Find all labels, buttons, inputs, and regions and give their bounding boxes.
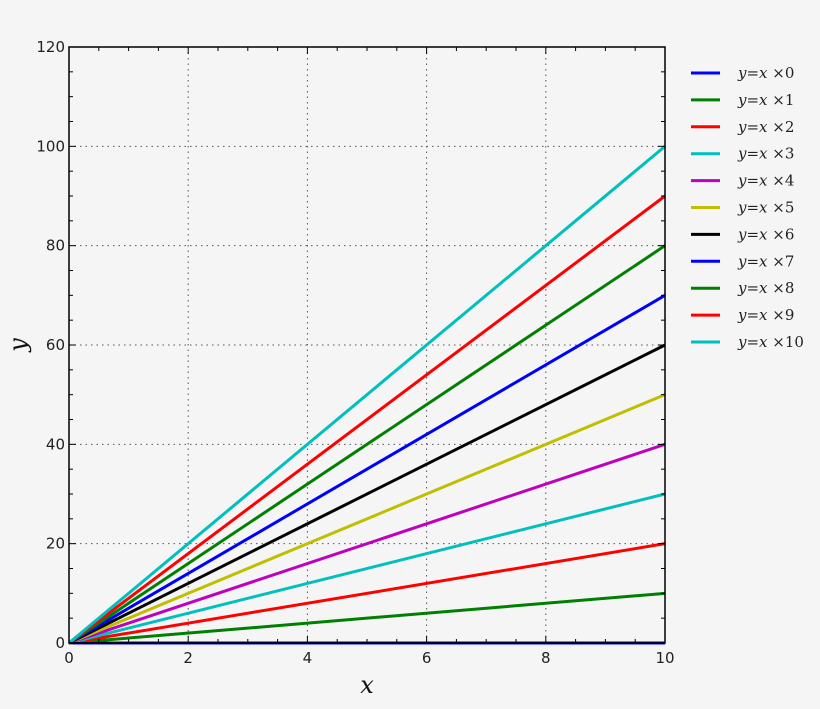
legend-label: y=x ×8 xyxy=(737,279,794,297)
series-line xyxy=(68,542,666,645)
series-line xyxy=(68,194,666,645)
x-tick-label: 8 xyxy=(541,649,551,667)
legend-item: y=x ×2 xyxy=(691,118,794,136)
legend-label: y=x ×2 xyxy=(737,118,794,136)
legend-label: y=x ×4 xyxy=(737,172,794,190)
legend-item: y=x ×5 xyxy=(691,199,794,217)
y-tick-label: 40 xyxy=(46,435,65,453)
legend-item: y=x ×6 xyxy=(691,225,794,243)
y-tick-label: 60 xyxy=(46,336,65,354)
legend-item: y=x ×4 xyxy=(691,172,794,190)
series-line xyxy=(68,393,666,645)
legend-label: y=x ×1 xyxy=(737,91,794,109)
legend-label: y=x ×10 xyxy=(737,333,804,351)
x-tick-label: 4 xyxy=(303,649,313,667)
series-line xyxy=(68,294,666,645)
series-line xyxy=(68,145,666,645)
series-line xyxy=(68,492,666,645)
legend-label: y=x ×7 xyxy=(737,252,794,270)
legend-label: y=x ×5 xyxy=(737,199,794,217)
legend-item: y=x ×0 xyxy=(691,64,794,82)
x-tick-label: 0 xyxy=(64,649,74,667)
x-tick-label: 2 xyxy=(183,649,193,667)
legend-label: y=x ×6 xyxy=(737,225,794,243)
legend: y=x ×0 y=x ×1 y=x ×2 y=x ×3 y=x ×4 y=x ×5 y=x … xyxy=(691,64,804,351)
y-tick-label: 0 xyxy=(55,634,65,652)
legend-item: y=x ×9 xyxy=(691,306,794,324)
axis-ticks xyxy=(68,46,666,644)
legend-label: y=x ×0 xyxy=(737,64,794,82)
legend-item: y=x ×3 xyxy=(691,145,794,163)
y-tick-label: 100 xyxy=(36,137,65,155)
legend-item: y=x ×10 xyxy=(691,333,804,351)
legend-label: y=x ×3 xyxy=(737,145,794,163)
y-axis-label: y xyxy=(4,338,32,353)
x-tick-label: 10 xyxy=(655,649,674,667)
legend-item: y=x ×1 xyxy=(691,91,794,109)
y-tick-label: 80 xyxy=(46,237,65,255)
legend-item: y=x ×8 xyxy=(691,279,794,297)
series-line xyxy=(68,591,666,645)
x-axis-label: x xyxy=(360,671,374,699)
legend-label: y=x ×9 xyxy=(737,306,794,324)
legend-item: y=x ×7 xyxy=(691,252,794,270)
data-series xyxy=(68,145,666,645)
series-line xyxy=(68,442,666,645)
y-tick-label: 20 xyxy=(46,535,65,553)
x-tick-label: 6 xyxy=(422,649,432,667)
y-tick-label: 120 xyxy=(36,38,65,56)
series-line xyxy=(68,244,666,645)
series-line xyxy=(68,343,666,645)
